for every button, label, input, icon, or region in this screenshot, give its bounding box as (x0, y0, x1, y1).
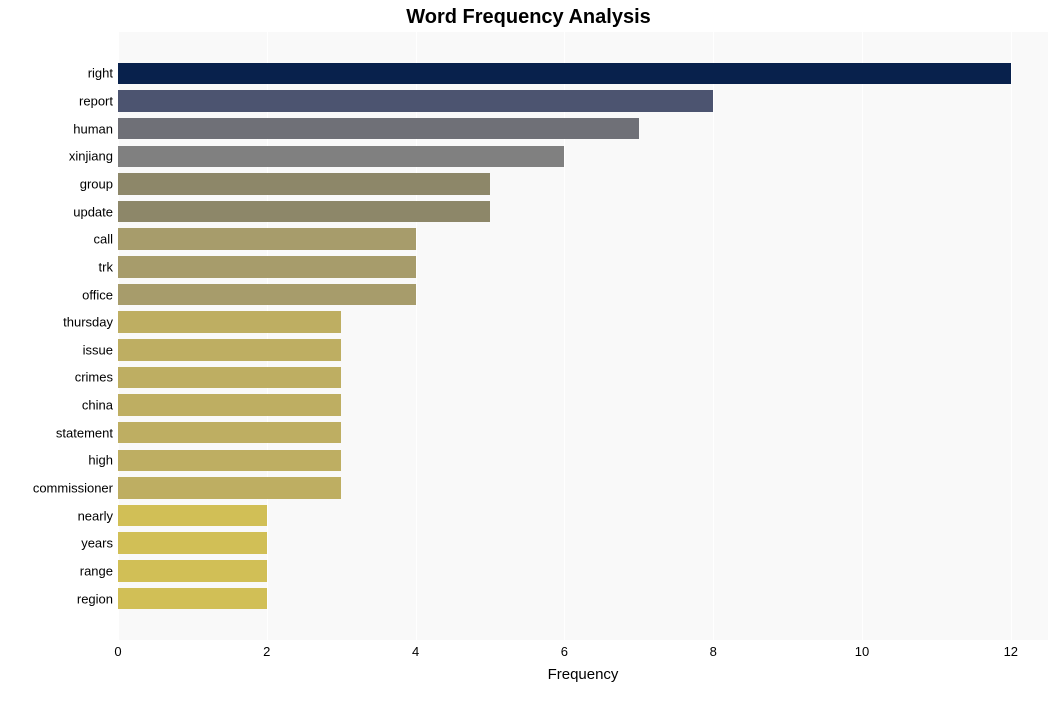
x-axis-label: Frequency (118, 666, 1048, 683)
y-tick-label: group (5, 177, 113, 192)
y-tick-label: issue (5, 342, 113, 357)
bar (118, 201, 490, 223)
y-tick-label: right (5, 66, 113, 81)
bar (118, 146, 564, 168)
x-tick-label: 12 (1004, 644, 1018, 659)
y-tick-label: nearly (5, 508, 113, 523)
y-tick-label: office (5, 287, 113, 302)
bar (118, 63, 1011, 85)
bar (118, 394, 341, 416)
bar (118, 118, 639, 140)
bar (118, 532, 267, 554)
y-tick-label: high (5, 453, 113, 468)
y-tick-label: report (5, 94, 113, 109)
bar (118, 505, 267, 527)
y-tick-label: thursday (5, 315, 113, 330)
bar (118, 560, 267, 582)
bar (118, 422, 341, 444)
bar (118, 450, 341, 472)
bar (118, 477, 341, 499)
x-tick-label: 4 (412, 644, 419, 659)
x-tick-label: 6 (561, 644, 568, 659)
y-tick-label: years (5, 536, 113, 551)
x-tick-label: 0 (114, 644, 121, 659)
y-tick-label: call (5, 232, 113, 247)
y-tick-label: region (5, 591, 113, 606)
y-tick-label: china (5, 398, 113, 413)
gridline (862, 32, 863, 640)
y-tick-label: trk (5, 259, 113, 274)
bar (118, 367, 341, 389)
x-tick-label: 10 (855, 644, 869, 659)
bar (118, 284, 416, 306)
chart-title: Word Frequency Analysis (0, 6, 1057, 29)
plot-area (118, 32, 1048, 640)
gridline (713, 32, 714, 640)
bar (118, 339, 341, 361)
y-tick-label: human (5, 121, 113, 136)
bar (118, 90, 713, 112)
bar (118, 588, 267, 610)
chart-container: Word Frequency Analysis Frequency 0 2 4 6 8 1… (0, 0, 1057, 701)
x-tick-label: 2 (263, 644, 270, 659)
x-tick-label: 8 (710, 644, 717, 659)
gridline (1011, 32, 1012, 640)
bar (118, 228, 416, 250)
y-tick-label: range (5, 563, 113, 578)
bar (118, 311, 341, 333)
y-tick-label: xinjiang (5, 149, 113, 164)
y-tick-label: update (5, 204, 113, 219)
y-tick-label: crimes (5, 370, 113, 385)
bar (118, 256, 416, 278)
y-tick-label: commissioner (5, 481, 113, 496)
y-tick-label: statement (5, 425, 113, 440)
bar (118, 173, 490, 195)
